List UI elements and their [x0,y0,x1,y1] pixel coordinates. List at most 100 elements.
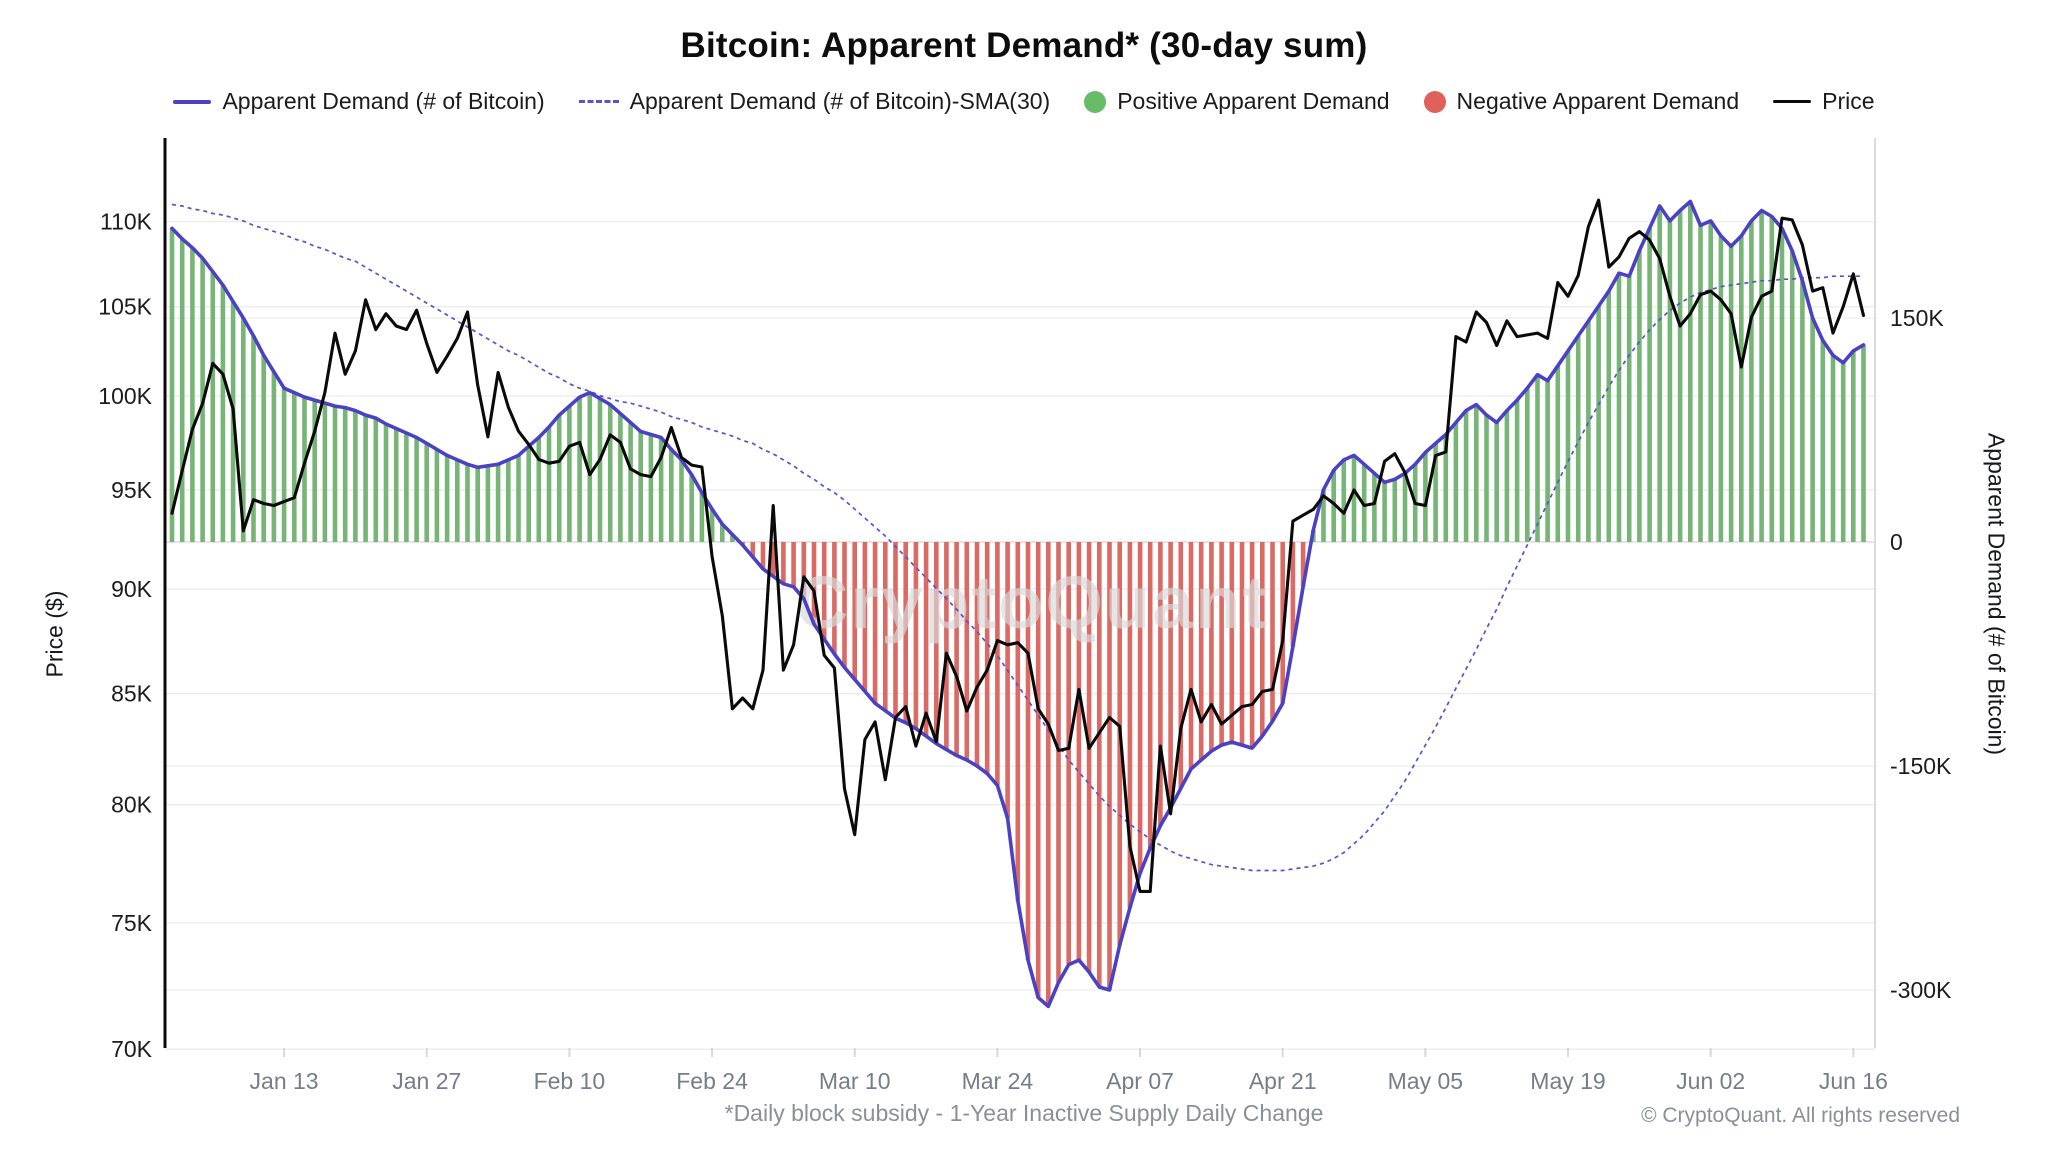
positive-demand-bar [1840,362,1846,542]
negative-demand-bar [862,542,868,692]
legend-item-apparent-demand-sma30[interactable]: Apparent Demand (# of Bitcoin)-SMA(30) [578,88,1050,115]
chart-footnote: *Daily block subsidy - 1-Year Inactive S… [724,1100,1324,1126]
positive-demand-bar [658,437,664,542]
x-axis-tick-label: May 05 [1388,1068,1463,1094]
price-axis-tick-label: 105K [98,294,152,320]
positive-demand-bar [1810,318,1815,542]
negative-demand-bar [995,542,1000,786]
positive-demand-bar [720,524,725,542]
positive-demand-bar [241,318,246,542]
x-axis-tick-label: May 19 [1530,1068,1605,1094]
positive-demand-bar [1769,216,1775,542]
negative-demand-bar [1260,542,1265,737]
positive-demand-bar [292,392,297,542]
legend-item-price[interactable]: Price [1773,88,1875,115]
x-axis-tick-label: Mar 24 [962,1068,1034,1094]
positive-demand-bar [628,422,633,542]
negative-demand-bar [801,542,807,599]
positive-demand-bar [556,415,562,542]
positive-demand-bar [1708,220,1713,542]
legend-label: Negative Apparent Demand [1456,88,1740,114]
negative-demand-bar [811,542,817,625]
right-axis-title: Apparent Demand (# of Bitcoin) [1983,432,2010,756]
positive-demand-bar [1789,250,1795,543]
negative-demand-bar [1035,542,1041,998]
positive-demand-bar [1341,459,1347,542]
positive-demand-bar [1626,276,1632,542]
positive-demand-bar [1484,415,1489,542]
negative-demand-bar [934,542,939,744]
positive-demand-bar [1688,201,1693,542]
negative-demand-bar [832,542,837,654]
price-axis-tick-label: 100K [98,383,152,409]
price-axis-tick-label: 95K [111,477,153,503]
negative-demand-bar [954,542,959,756]
negative-demand-bar [1056,542,1061,983]
positive-demand-bar [169,228,175,542]
positive-demand-bar [1749,220,1754,542]
positive-demand-bar [1647,228,1652,542]
positive-demand-bar [1586,321,1591,542]
price-axis-tick-label: 85K [111,681,153,707]
positive-demand-bar [618,413,623,542]
positive-demand-bar [546,427,552,542]
positive-demand-bar [1759,210,1764,542]
negative-demand-bar [1005,542,1010,819]
negative-demand-bar [791,542,796,587]
positive-demand-bar [179,238,185,542]
negative-demand-bar [1147,542,1153,849]
negative-demand-bar [1086,542,1092,973]
positive-demand-bar [1596,306,1601,542]
legend-item-positive-apparent-demand[interactable]: Positive Apparent Demand [1084,88,1390,115]
positive-demand-bar [251,335,256,542]
price-axis-tick-label: 110K [100,209,153,235]
positive-demand-bar [506,459,511,542]
positive-demand-bar [689,474,694,542]
positive-demand-bar [312,400,317,542]
positive-demand-bar [669,449,674,542]
apparent-demand-line [170,199,1866,1009]
positive-demand-bar [1728,246,1734,543]
positive-demand-bar [1555,365,1561,542]
positive-demand-bar [353,410,358,542]
positive-demand-bar [1637,250,1642,543]
positive-demand-bar [516,455,521,542]
price-axis-tick-label: 70K [111,1036,153,1062]
negative-demand-bar [1015,542,1021,901]
positive-demand-bar [393,428,399,542]
positive-demand-bar [210,271,216,542]
positive-demand-bar [1474,404,1479,542]
negative-demand-bar [1188,542,1194,769]
x-axis-tick-label: Mar 10 [819,1068,891,1094]
positive-demand-bar [526,446,531,542]
negative-demand-bar [781,542,786,584]
positive-demand-bar [709,509,715,542]
positive-demand-bar [465,464,470,542]
positive-demand-bar [1698,225,1703,542]
positive-demand-bar [1739,235,1744,542]
positive-demand-bar [1545,380,1550,542]
price-axis-tick-label: 90K [111,576,153,602]
positive-demand-bar [1423,452,1428,542]
positive-demand-bar [1504,410,1510,542]
negative-demand-bar [770,542,776,577]
positive-demand-bar [414,437,419,542]
price-axis-tick-label: 80K [111,792,153,818]
legend-item-apparent-demand[interactable]: Apparent Demand (# of Bitcoin) [173,88,545,115]
black-line-swatch-icon [1773,99,1812,104]
negative-demand-bar [1137,542,1143,874]
negative-demand-bar [1025,542,1031,961]
legend-item-negative-apparent-demand[interactable]: Negative Apparent Demand [1423,88,1740,115]
positive-demand-bar [1321,489,1326,542]
negative-demand-bar [883,542,888,711]
legend-label: Apparent Demand (# of Bitcoin) [222,88,545,114]
positive-demand-bar [1463,410,1469,542]
positive-demand-bar [1525,388,1530,542]
positive-demand-bar [455,459,460,542]
watermark: CryptoQuant [795,561,1269,644]
positive-demand-bar [1565,350,1571,542]
positive-demand-bar [1616,273,1622,542]
negative-demand-bar [1249,542,1255,749]
